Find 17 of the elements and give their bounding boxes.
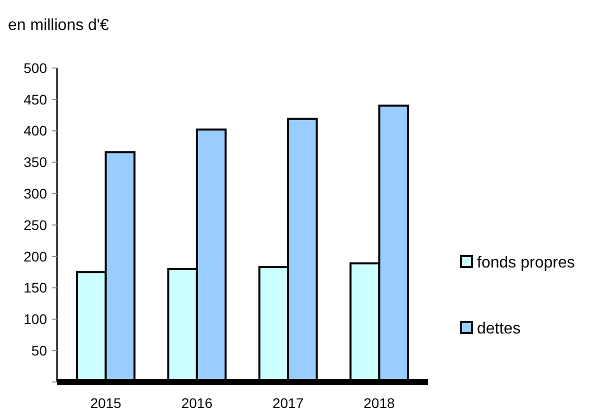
x-tick-label: 2018 xyxy=(364,395,396,411)
x-tick-label: 2016 xyxy=(181,395,213,411)
y-tick-label: 400 xyxy=(24,122,48,139)
legend-label: dettes xyxy=(477,320,521,338)
x-tick-label: 2017 xyxy=(272,395,304,411)
y-tick-label: 50 xyxy=(31,342,48,358)
y-tick-label: 450 xyxy=(24,91,48,108)
y-tick-label: 150 xyxy=(24,280,48,296)
chart-title: en millions d'€ xyxy=(8,17,109,34)
y-tick-label: 250 xyxy=(24,216,48,233)
y-tick-label: 500 xyxy=(24,60,48,76)
legend-label: fonds propres xyxy=(477,254,575,272)
y-tick-label: 350 xyxy=(24,154,48,170)
y-tick-label: 100 xyxy=(24,311,48,328)
y-tick-label: 200 xyxy=(24,248,48,264)
x-tick-label: 2015 xyxy=(90,395,122,411)
y-tick-label: 300 xyxy=(24,186,48,202)
